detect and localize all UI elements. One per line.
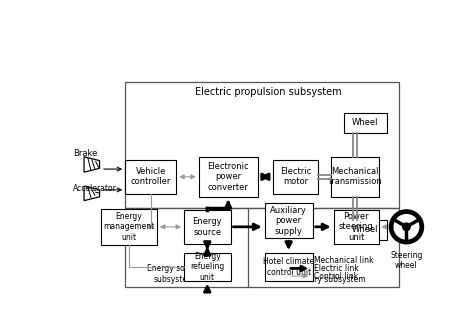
Text: Wheel: Wheel bbox=[352, 118, 379, 127]
Bar bbox=[125, 208, 399, 287]
Text: Auxiliary subsystem: Auxiliary subsystem bbox=[288, 275, 365, 284]
Text: Power
steering
unit: Power steering unit bbox=[339, 212, 374, 242]
Circle shape bbox=[403, 223, 410, 231]
Text: Energy
management
unit: Energy management unit bbox=[103, 212, 155, 242]
Text: Wheel: Wheel bbox=[352, 225, 379, 234]
Bar bbox=[184, 253, 230, 281]
Text: Control link: Control link bbox=[314, 272, 358, 281]
Text: Energy
refueling
unit: Energy refueling unit bbox=[190, 252, 224, 282]
Bar bbox=[334, 210, 379, 244]
Text: Mechanical link: Mechanical link bbox=[314, 256, 374, 265]
Bar bbox=[264, 253, 313, 281]
Bar bbox=[344, 113, 387, 133]
Bar bbox=[101, 209, 157, 245]
Bar bbox=[199, 157, 258, 197]
Text: Energy
source: Energy source bbox=[192, 217, 222, 237]
Text: Brake: Brake bbox=[73, 149, 98, 158]
Text: Auxiliary
power
supply: Auxiliary power supply bbox=[270, 206, 307, 236]
Text: Mechanical
transmission: Mechanical transmission bbox=[328, 167, 382, 186]
Text: Steering
wheel: Steering wheel bbox=[390, 251, 423, 270]
Bar bbox=[125, 160, 176, 194]
Text: Electric propulsion subsystem: Electric propulsion subsystem bbox=[195, 87, 341, 97]
Bar bbox=[184, 210, 230, 244]
Bar bbox=[125, 82, 399, 208]
Text: Vehicle
controller: Vehicle controller bbox=[130, 167, 171, 186]
Bar bbox=[331, 157, 379, 197]
Text: Electric link: Electric link bbox=[314, 264, 359, 273]
Bar bbox=[264, 203, 313, 238]
Circle shape bbox=[390, 210, 423, 244]
Text: Electronic
power
converter: Electronic power converter bbox=[208, 162, 249, 192]
Text: Hotel climate
control unit: Hotel climate control unit bbox=[263, 257, 314, 277]
Text: Electric
motor: Electric motor bbox=[280, 167, 311, 186]
Circle shape bbox=[394, 214, 419, 239]
Text: Energy source
subsystem: Energy source subsystem bbox=[146, 264, 201, 284]
Bar bbox=[273, 160, 318, 194]
Bar bbox=[344, 220, 387, 240]
Text: Accelerator: Accelerator bbox=[73, 184, 117, 193]
